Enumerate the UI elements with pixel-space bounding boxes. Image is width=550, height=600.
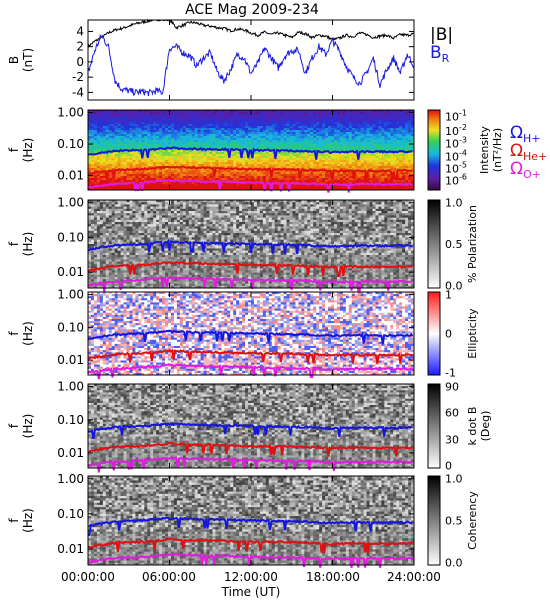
y-axis-label: f xyxy=(7,423,21,428)
colorbar-tick: 0.5 xyxy=(445,515,463,528)
y-axis-units: (Hz) xyxy=(21,414,35,439)
colorbar-tick: 10-6 xyxy=(445,172,467,187)
y-axis-label: f xyxy=(7,241,21,246)
colorbar xyxy=(428,200,440,288)
intensity-panel: 1.000.100.01f (Hz)10-110-210-310-410-510-… xyxy=(7,105,504,192)
series-line-radial xyxy=(88,35,413,96)
x-tick-2: 12:00:00 xyxy=(224,570,278,584)
colorbar xyxy=(428,292,440,375)
y-tick-label: 1.00 xyxy=(57,105,84,119)
y-axis-label: f xyxy=(7,518,21,523)
field-panel: 4 20-2-4 B (nT) |B|BR xyxy=(7,20,453,100)
colorbar xyxy=(428,476,440,565)
colorbar xyxy=(428,384,440,468)
y-tick-label: 1.00 xyxy=(57,196,84,210)
kdotb-panel: 1.00 0.10 0.01 f (Hz) 90 60 30 0 k dot B (Deg) xyxy=(7,380,492,473)
y-tick-label: 0.01 xyxy=(57,265,84,279)
y-tick-label: 4 xyxy=(76,24,84,38)
y-tick-label: -4 xyxy=(72,85,84,99)
polarization-panel: 1.000.100.01f (Hz)1.00.50.0% Polarization xyxy=(7,196,479,293)
colorbar-tick: 1 xyxy=(445,288,452,301)
y-axis-label: f xyxy=(7,147,21,152)
colorbar-tick: -1 xyxy=(445,367,456,380)
y-tick-label: 0.01 xyxy=(57,169,84,183)
colorbar-tick: 0 xyxy=(445,328,452,341)
y-tick-label: 0.10 xyxy=(57,320,84,334)
colorbar-title: k dot B xyxy=(466,407,479,446)
colorbar-tick: 0.0 xyxy=(445,556,463,569)
chart-title: ACE Mag 2009-234 xyxy=(185,2,319,18)
colorbar-tick: 1.0 xyxy=(445,197,463,210)
gyrofrequency-legend: ΩH+ΩHe+ΩO+ xyxy=(510,123,547,181)
colorbar-title: Intensity xyxy=(478,126,491,174)
y-axis-label: B xyxy=(7,56,21,64)
colorbar-units: (Deg) xyxy=(479,411,492,442)
y-axis-units: (nT) xyxy=(21,48,35,72)
colorbar-units: (nT²/Hz) xyxy=(491,128,504,172)
x-tick-0: 00:00:00 xyxy=(61,570,115,584)
y-axis-units: (Hz) xyxy=(21,321,35,346)
colorbar xyxy=(428,110,440,190)
x-tick-1: 06:00:00 xyxy=(142,570,196,584)
colorbar-tick: 0 xyxy=(445,459,452,472)
colorbar-tick: 90 xyxy=(445,381,459,394)
legend-magnitude: |B| xyxy=(430,25,453,45)
colorbar-title: Coherency xyxy=(466,491,479,550)
ellipticity-panel: 1.00 0.10 0.01 f (Hz) 1 0 -1 Ellipticity xyxy=(7,288,479,380)
y-tick-label: 0.01 xyxy=(57,353,84,367)
y-tick-label: -2 xyxy=(72,70,84,84)
x-tick-4: 24:00:00 xyxy=(387,570,441,584)
y-tick-label: 0 xyxy=(76,55,84,69)
colorbar-tick: 30 xyxy=(445,433,459,446)
y-tick-label: 0.10 xyxy=(57,413,84,427)
y-tick-label: 1.00 xyxy=(57,380,84,394)
y-tick-label: 0.01 xyxy=(57,542,84,556)
y-axis-units: (Hz) xyxy=(21,138,35,163)
y-tick-label: 0.10 xyxy=(57,507,84,521)
colorbar-tick: 60 xyxy=(445,407,459,420)
colorbar-title: % Polarization xyxy=(466,205,479,283)
x-axis-label: Time (UT) xyxy=(221,585,281,599)
y-tick-label: 0.10 xyxy=(57,230,84,244)
legend-radial: BR xyxy=(430,43,450,65)
colorbar-tick: 1.0 xyxy=(445,473,463,486)
y-tick-label: 0.10 xyxy=(57,137,84,151)
colorbar-tick: 0.5 xyxy=(445,238,463,251)
y-tick-label: 1.00 xyxy=(57,288,84,302)
y-tick-label: 2 xyxy=(76,40,84,54)
y-axis-units: (Hz) xyxy=(21,508,35,533)
y-axis-label: f xyxy=(7,331,21,336)
y-axis-units: (Hz) xyxy=(21,232,35,257)
x-tick-3: 18:00:00 xyxy=(306,570,360,584)
colorbar-tick: 10-1 xyxy=(445,108,467,123)
y-tick-label: 0.01 xyxy=(57,446,84,460)
colorbar-title: Ellipticity xyxy=(466,308,479,359)
y-tick-label: 1.00 xyxy=(57,472,84,486)
